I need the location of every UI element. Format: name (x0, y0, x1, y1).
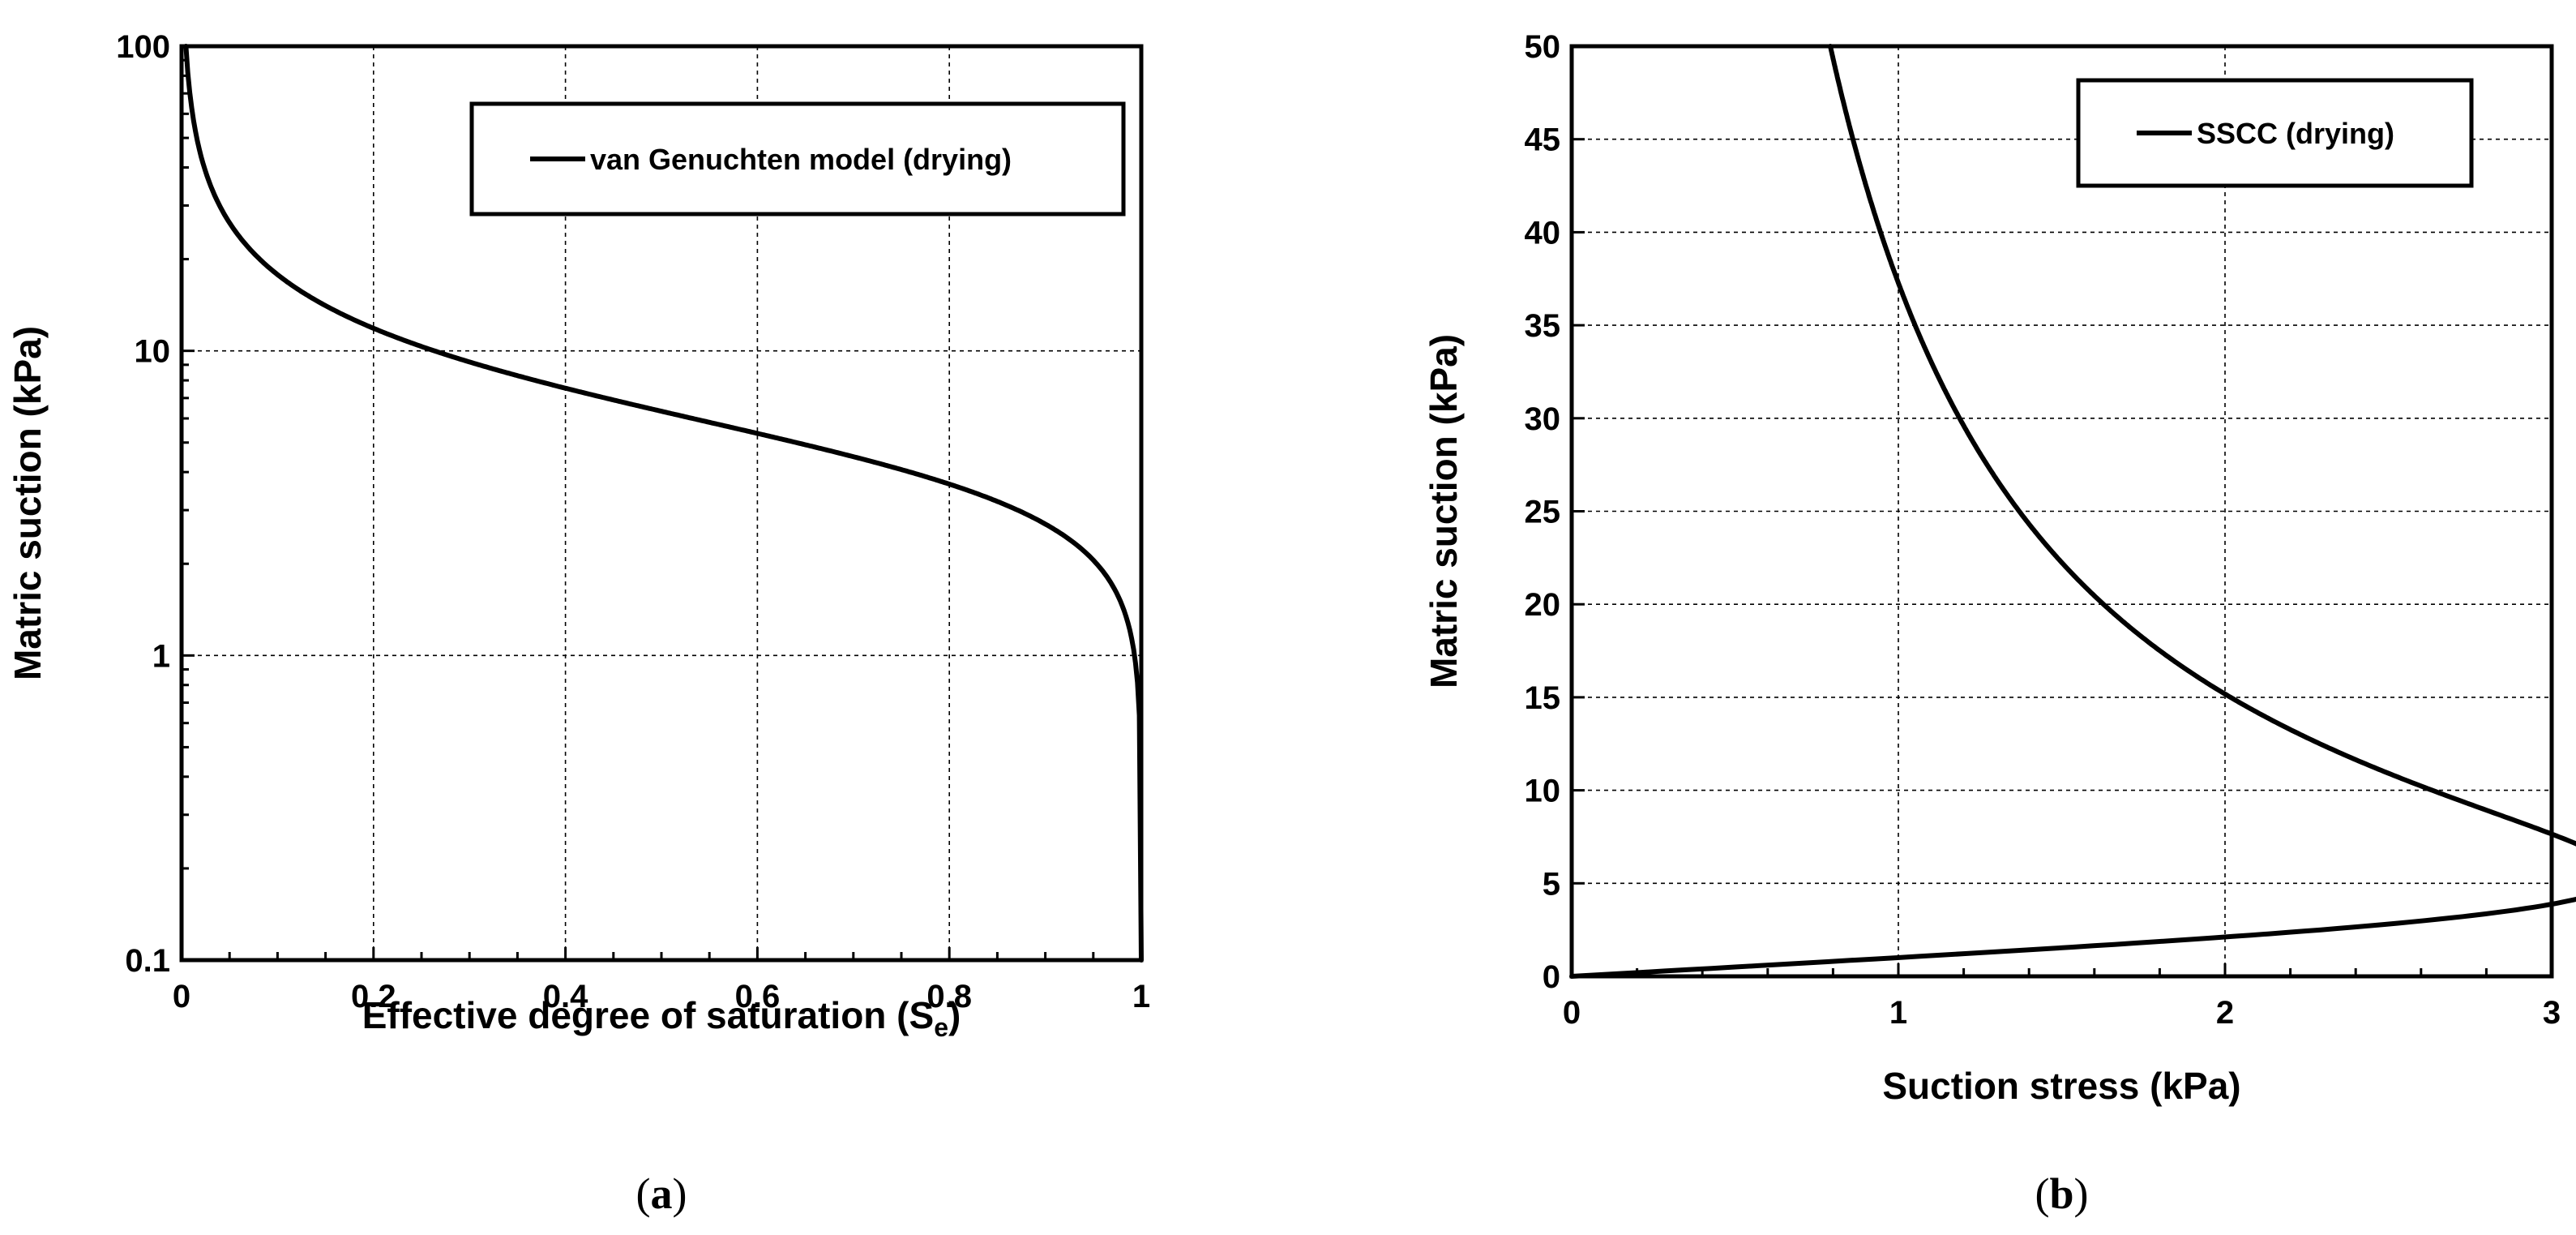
x-axis-title-end: ) (948, 994, 961, 1036)
x-tick-label: 0.2 (351, 979, 396, 1014)
y-tick-label: 1 (152, 638, 170, 674)
y-tick-label: 100 (116, 29, 170, 65)
x-axis-title: Effective degree of saturation (Se) (362, 994, 961, 1042)
y-tick-label: 20 (1525, 587, 1561, 623)
y-tick-label: 5 (1543, 866, 1560, 902)
y-tick-label: 45 (1525, 122, 1561, 158)
y-tick-label: 50 (1525, 29, 1561, 65)
x-tick-label: 1 (1889, 995, 1907, 1031)
legend-label: SSCC (drying) (2197, 117, 2394, 150)
y-tick-label: 25 (1525, 495, 1561, 530)
y-tick-label: 30 (1525, 401, 1561, 437)
legend-box (2076, 78, 2474, 188)
legend: van Genuchten model (drying) (469, 101, 1126, 217)
caption-letter: a (651, 1169, 673, 1218)
x-tick-label: 0 (173, 979, 190, 1014)
x-tick-label: 3 (2543, 995, 2561, 1031)
plot-frame (1569, 44, 2554, 979)
caption-open: ( (2035, 1169, 2049, 1218)
y-axis-title: Matric suction (kPa) (6, 326, 49, 680)
plot-frame (179, 44, 1144, 963)
series-line-b (1569, 44, 2576, 979)
legend-label: van Genuchten model (drying) (590, 143, 1012, 176)
x-tick-label: 0.4 (543, 979, 588, 1014)
x-tick-label: 1 (1132, 979, 1150, 1014)
panel-caption: (b) (2035, 1169, 2088, 1218)
x-axis-title-subscript: e (934, 1013, 948, 1042)
y-axis-title: Matric suction (kPa) (1423, 334, 1465, 688)
series-line-a (183, 44, 1144, 963)
x-tick-label: 0 (1563, 995, 1581, 1031)
legend: SSCC (drying) (2076, 78, 2474, 188)
y-tick-label: 0.1 (125, 943, 170, 979)
chart-a: 0 0.2 0.4 0.6 0.8 1 0.1 1 10 100 Effective degree … (6, 29, 1150, 1218)
y-tick-label: 10 (135, 334, 171, 370)
y-tick-label: 10 (1525, 774, 1561, 809)
y-tick-label: 0 (1543, 959, 1560, 995)
y-tick-label: 40 (1525, 215, 1561, 251)
x-axis-title: Suction stress (kPa) (1882, 1065, 2240, 1107)
caption-close: ) (673, 1169, 687, 1218)
caption-letter: b (2049, 1169, 2073, 1218)
x-tick-label: 0.8 (926, 979, 972, 1014)
y-tick-label: 15 (1525, 680, 1561, 716)
panel-caption: (a) (636, 1169, 687, 1218)
x-tick-label: 0.6 (735, 979, 781, 1014)
x-tick-label: 2 (2216, 995, 2234, 1031)
y-tick-label: 35 (1525, 308, 1561, 344)
caption-open: ( (636, 1169, 651, 1218)
caption-close: ) (2074, 1169, 2089, 1218)
